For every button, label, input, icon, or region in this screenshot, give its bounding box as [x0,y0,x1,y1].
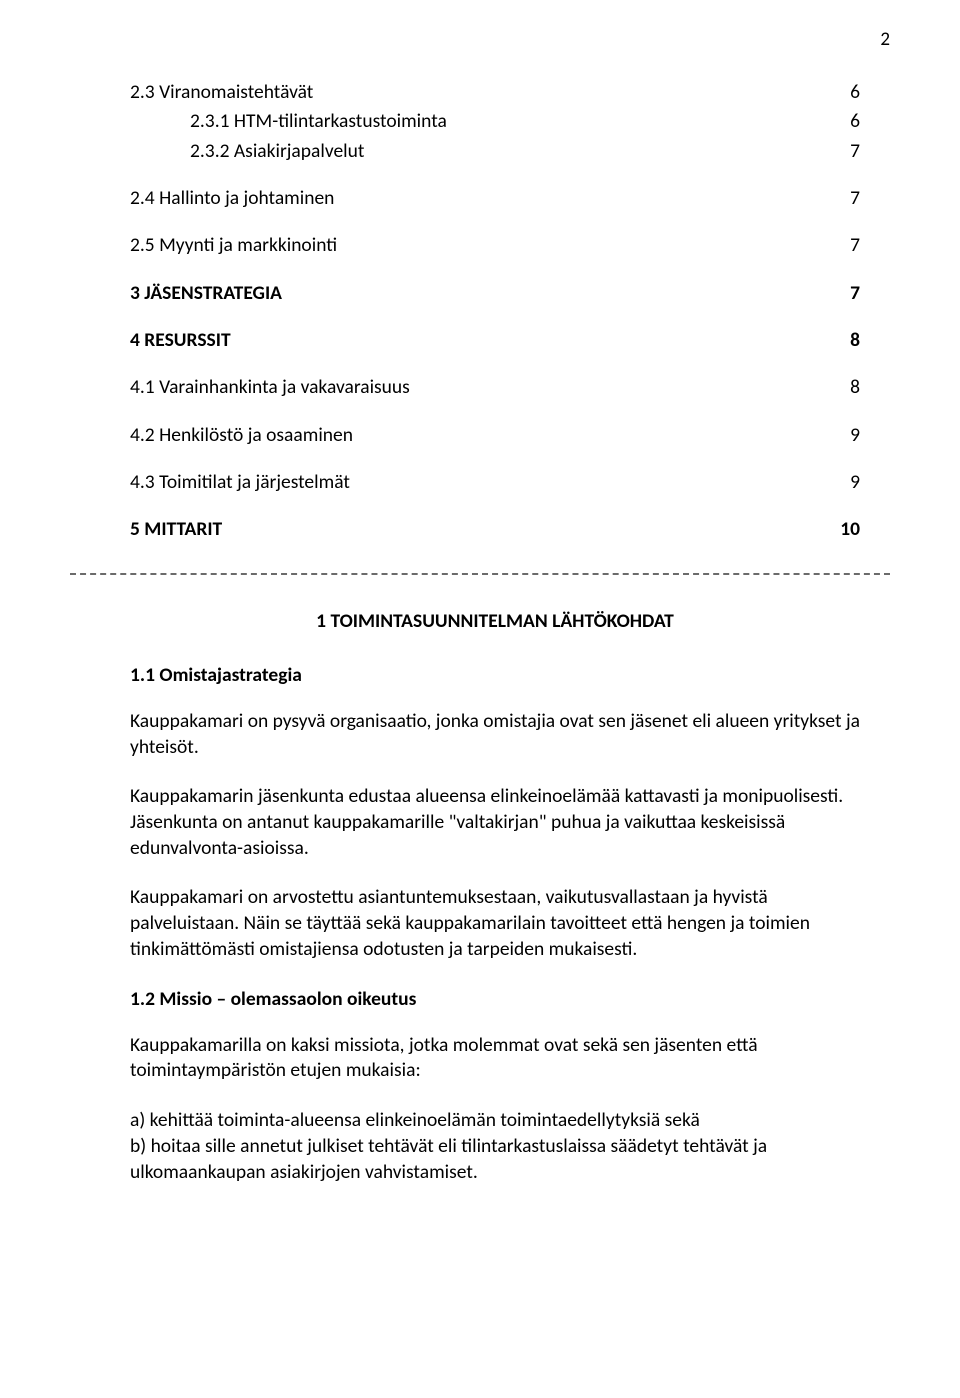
paragraph: Kauppakamarilla on kaksi missiota, jotka… [130,1033,860,1084]
toc-gap [130,263,860,281]
toc-label: 5 MITTARIT [130,517,800,542]
toc-label: 2.3 Viranomaistehtävät [130,80,800,105]
paragraph: a) kehittää toiminta-alueensa elinkeinoe… [130,1108,860,1185]
toc-row: 4.3 Toimitilat ja järjestelmät9 [130,470,860,495]
toc-row: 2.4 Hallinto ja johtaminen7 [130,186,860,211]
toc-gap [130,499,860,517]
toc-page-number: 7 [800,281,860,306]
document-page: 2 2.3 Viranomaistehtävät62.3.1 HTM-tilin… [0,0,960,1398]
subheading-1-1: 1.1 Omistajastrategia [130,663,860,687]
toc-label: 3 JÄSENSTRATEGIA [130,281,800,306]
toc-label: 2.4 Hallinto ja johtaminen [130,186,800,211]
toc-page-number: 7 [800,186,860,211]
toc-gap [130,310,860,328]
paragraph: Kauppakamari on pysyvä organisaatio, jon… [130,709,860,760]
paragraph: Kauppakamarin jäsenkunta edustaa alueens… [130,784,860,861]
toc-gap [130,452,860,470]
toc-gap [130,215,860,233]
toc-page-number: 9 [800,423,860,448]
toc-page-number: 8 [800,328,860,353]
toc-row: 2.3.1 HTM-tilintarkastustoiminta6 [130,109,860,134]
toc-page-number: 9 [800,470,860,495]
toc-row: 4 RESURSSIT8 [130,328,860,353]
toc-row: 5 MITTARIT10 [130,517,860,542]
toc-label: 2.3.1 HTM-tilintarkastustoiminta [190,109,800,134]
toc-label: 4.3 Toimitilat ja järjestelmät [130,470,800,495]
toc-page-number: 6 [800,80,860,105]
toc-page-number: 6 [800,109,860,134]
toc-label: 2.3.2 Asiakirjapalvelut [190,139,800,164]
toc-label: 4.2 Henkilöstö ja osaaminen [130,423,800,448]
toc-page-number: 8 [800,375,860,400]
toc-label: 2.5 Myynti ja markkinointi [130,233,800,258]
subheading-1-2: 1.2 Missio – olemassaolon oikeutus [130,987,860,1011]
toc-page-number: 7 [800,139,860,164]
table-of-contents: 2.3 Viranomaistehtävät62.3.1 HTM-tilinta… [130,80,860,543]
toc-gap [130,168,860,186]
toc-row: 4.2 Henkilöstö ja osaaminen9 [130,423,860,448]
toc-gap [130,405,860,423]
toc-gap [130,357,860,375]
section-divider [70,573,890,575]
toc-label: 4.1 Varainhankinta ja vakavaraisuus [130,375,800,400]
toc-row: 2.3 Viranomaistehtävät6 [130,80,860,105]
page-number: 2 [880,28,890,51]
toc-row: 2.5 Myynti ja markkinointi7 [130,233,860,258]
paragraph: Kauppakamari on arvostettu asiantuntemuk… [130,885,860,962]
toc-row: 2.3.2 Asiakirjapalvelut7 [130,139,860,164]
section-heading: 1 TOIMINTASUUNNITELMAN LÄHTÖKOHDAT [130,609,860,633]
toc-label: 4 RESURSSIT [130,328,800,353]
toc-page-number: 10 [800,517,860,542]
toc-row: 3 JÄSENSTRATEGIA7 [130,281,860,306]
toc-page-number: 7 [800,233,860,258]
toc-row: 4.1 Varainhankinta ja vakavaraisuus8 [130,375,860,400]
